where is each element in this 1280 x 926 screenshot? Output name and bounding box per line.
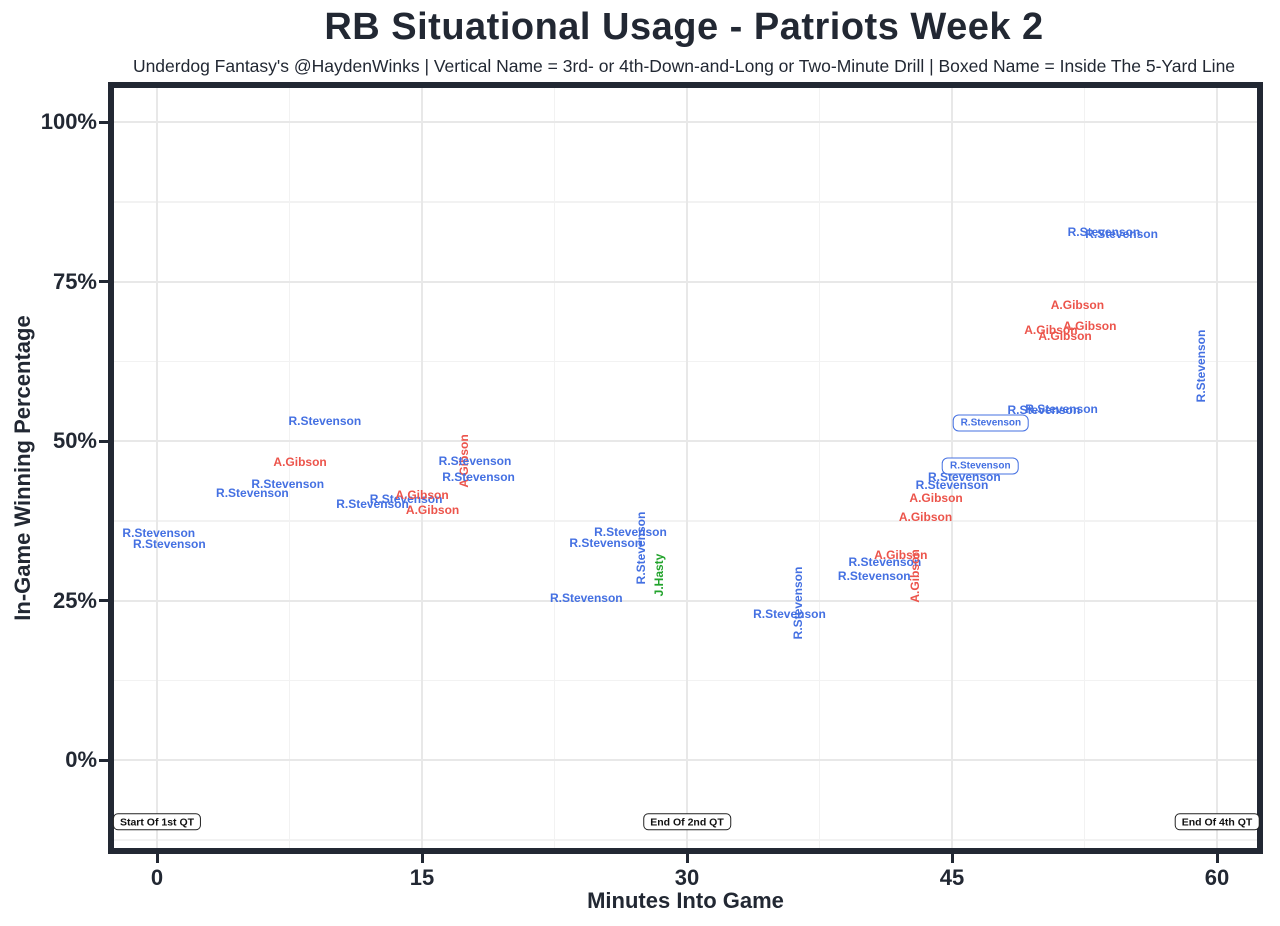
gridline-x-minor [553, 88, 556, 848]
gridline-y-major [114, 440, 1257, 442]
gridline-y-minor [114, 679, 1257, 681]
a-gibson-label: A.Gibson [909, 490, 963, 505]
gridline-y-minor [114, 839, 1257, 841]
r-stevenson-label: R.Stevenson [753, 606, 826, 621]
r-stevenson-label: R.Stevenson [1085, 227, 1158, 242]
r-stevenson-label: R.Stevenson [369, 492, 443, 507]
r-stevenson-label-boxed: R.Stevenson [941, 457, 1019, 475]
chart-header: RB Situational Usage - Patriots Week 2 U… [104, 0, 1264, 77]
gridline-y-major [114, 599, 1257, 602]
r-stevenson-label: R.Stevenson [837, 568, 911, 583]
r-stevenson-label: R.Stevenson [251, 476, 325, 491]
y-tick-label: 0% [65, 747, 97, 772]
a-gibson-label: A.Gibson [273, 455, 327, 470]
x-tick-label: 60 [1204, 865, 1230, 890]
j-hasty-label: J.Hasty [651, 553, 666, 597]
x-tick-label: 45 [939, 865, 965, 890]
y-tick-mark [99, 758, 108, 762]
gridline-x-minor [1083, 88, 1086, 848]
r-stevenson-label: R.Stevenson [791, 566, 806, 640]
r-stevenson-label-boxed: R.Stevenson [952, 414, 1030, 432]
r-stevenson-label: R.Stevenson [1007, 402, 1081, 417]
a-gibson-label: A.Gibson [874, 548, 928, 563]
x-tick-mark [950, 854, 954, 863]
a-gibson-label: A.Gibson [1024, 322, 1078, 337]
y-tick-label: 100% [40, 109, 97, 134]
a-gibson-label: A.Gibson [1063, 319, 1117, 334]
r-stevenson-label: R.Stevenson [216, 486, 289, 501]
chart-title: RB Situational Usage - Patriots Week 2 [324, 6, 1044, 48]
quarter-annotation: End Of 4th QT [1174, 813, 1260, 831]
x-tick-label: 0 [150, 865, 164, 890]
plot-panel: R.Stevenson R.Stevenson R.Stevenson R.Steve… [108, 82, 1263, 854]
gridline-x-major [421, 88, 423, 848]
x-tick-label: 15 [409, 865, 435, 890]
quarter-annotation: Start Of 1st QT [112, 813, 202, 831]
a-gibson-label: A.Gibson [907, 549, 922, 603]
r-stevenson-label: R.Stevenson [288, 414, 362, 429]
x-tick-label: 30 [674, 865, 700, 890]
x-tick-mark [420, 854, 424, 863]
gridline-y-major [114, 121, 1257, 123]
gridline-y-major [114, 759, 1257, 761]
y-tick-mark [99, 280, 108, 283]
gridline-x-minor [288, 88, 291, 848]
y-tick-mark [99, 599, 108, 602]
r-stevenson-label: R.Stevenson [122, 525, 196, 540]
a-gibson-label: A.Gibson [395, 488, 449, 503]
a-gibson-label: A.Gibson [405, 502, 460, 517]
y-axis-title: In-Game Winning Percentage [10, 315, 35, 621]
r-stevenson-label: R.Stevenson [848, 554, 922, 569]
r-stevenson-label: R.Stevenson [438, 453, 512, 468]
r-stevenson-label: R.Stevenson [336, 497, 409, 512]
y-tick-mark [99, 439, 108, 443]
r-stevenson-label: R.Stevenson [1025, 402, 1098, 417]
gridline-y-minor [114, 360, 1257, 362]
a-gibson-label: A.Gibson [898, 509, 953, 524]
gridline-x-major [1216, 88, 1218, 848]
gridline-x-minor [818, 88, 821, 848]
r-stevenson-label: R.Stevenson [133, 537, 206, 552]
r-stevenson-label: R.Stevenson [1067, 224, 1141, 239]
gridline-x-major [686, 88, 688, 848]
y-tick-label: 25% [52, 587, 97, 613]
gridline-y-minor [114, 520, 1257, 522]
r-stevenson-label: R.Stevenson [549, 590, 623, 605]
r-stevenson-label: R.Stevenson [915, 478, 989, 493]
x-tick-mark [1215, 854, 1219, 863]
r-stevenson-label: R.Stevenson [1194, 329, 1209, 403]
a-gibson-label: A.Gibson [1038, 328, 1092, 343]
quarter-annotation: End Of 2nd QT [643, 813, 731, 831]
x-tick-mark [155, 854, 159, 863]
a-gibson-label: A.Gibson [1050, 298, 1105, 313]
y-tick-label: 50% [52, 428, 97, 453]
x-axis-title: Minutes Into Game [587, 888, 784, 913]
y-tick-mark [99, 120, 108, 124]
r-stevenson-label: R.Stevenson [569, 536, 643, 551]
gridline-x-major [156, 88, 158, 848]
y-tick-label: 75% [52, 268, 97, 294]
r-stevenson-label: R.Stevenson [594, 525, 667, 540]
r-stevenson-label: R.Stevenson [634, 511, 649, 585]
x-tick-mark [685, 854, 689, 863]
gridline-y-minor [114, 201, 1257, 203]
chart-subtitle: Underdog Fantasy's @HaydenWinks | Vertic… [132, 56, 1236, 76]
gridline-y-major [114, 280, 1257, 283]
r-stevenson-label: R.Stevenson [442, 469, 515, 484]
